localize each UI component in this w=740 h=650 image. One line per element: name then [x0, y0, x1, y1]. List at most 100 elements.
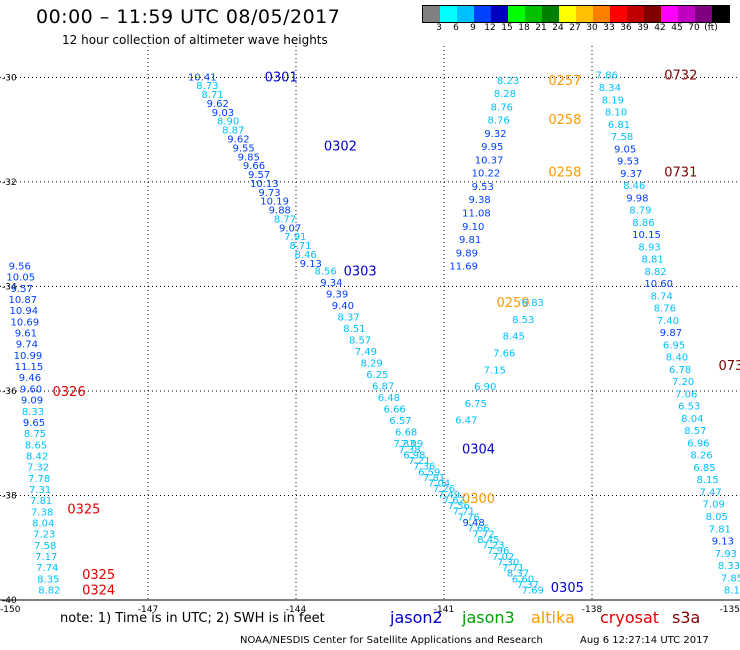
colorbar-label: 36 [620, 23, 632, 33]
wave-height-value: 8.45 [503, 332, 525, 343]
colorbar-swatch [474, 6, 491, 22]
wave-height-value: 8.82 [645, 267, 667, 278]
wave-height-value: 8.76 [654, 304, 676, 315]
wave-height-value: 9.53 [617, 157, 639, 168]
wave-height-value: 9.66 [243, 161, 265, 172]
wave-height-value: 9.09 [21, 396, 43, 407]
wave-height-value: 9.38 [468, 195, 490, 206]
wave-height-value: 10.87 [8, 295, 37, 306]
wave-height-value: 7.66 [493, 348, 515, 359]
colorbar-swatch [423, 6, 440, 22]
wave-height-value: 8.42 [26, 451, 48, 462]
wave-height-value: 8.33 [718, 561, 740, 572]
wave-height-value: 6.47 [455, 416, 477, 427]
wave-height-value: 8.90 [217, 117, 239, 128]
wave-height-value: 7.74 [36, 563, 58, 574]
wave-height-value: 11.15 [15, 362, 44, 373]
wave-height-value: 8.19 [602, 95, 624, 106]
wave-height-value: 7.62 [443, 495, 465, 506]
wave-height-value: 10.22 [472, 169, 501, 180]
wave-height-value: 9.37 [620, 169, 642, 180]
wave-height-value: 8.51 [343, 324, 365, 335]
colorbar-label: 21 [535, 23, 547, 33]
wave-height-value: 11.08 [462, 208, 491, 219]
wave-height-value: 9.88 [269, 206, 291, 217]
wave-height-value: 6.95 [663, 340, 685, 351]
wave-height-value: 8.40 [666, 353, 688, 364]
wave-height-value: 7.49 [438, 490, 460, 501]
wave-height-value: 10.19 [260, 197, 289, 208]
wave-height-value: 8.28 [494, 89, 516, 100]
satellite-legend-altika: altika [531, 608, 575, 627]
wave-height-value: 7.93 [715, 549, 737, 560]
wave-height-value: 7.96 [487, 546, 509, 557]
wave-height-value: 10.13 [250, 179, 279, 190]
wave-height-value: 9.81 [459, 235, 481, 246]
wave-height-value: 8.45 [477, 535, 499, 546]
colorbar-label: 6 [453, 23, 459, 33]
wave-height-value: 8.15 [696, 475, 718, 486]
wave-height-value: 6.98 [403, 450, 425, 461]
wave-height-value: 7.09 [401, 439, 423, 450]
wave-height-value: 8.29 [361, 359, 383, 370]
pass-time-label: 0258 [548, 113, 581, 128]
latitude-tick-label: -32 [2, 178, 17, 188]
wave-height-value: 6.96 [687, 438, 709, 449]
pass-time-label: 0300 [462, 492, 495, 507]
wave-height-value: 8.46 [623, 181, 645, 192]
colorbar-swatch [508, 6, 525, 22]
wave-height-value: 7.56 [448, 501, 470, 512]
wave-height-value: 9.32 [484, 129, 506, 140]
satellite-legend-s3a: s3a [672, 608, 701, 627]
colorbar-swatch [525, 6, 542, 22]
wave-height-value: 9.85 [238, 152, 260, 163]
satellite-legend-cryosat: cryosat [600, 608, 660, 627]
wave-height-value: 8.05 [706, 512, 728, 523]
wave-height-value: 7.04 [428, 479, 450, 490]
wave-height-value: 8.37 [337, 313, 359, 324]
wave-height-value: 8.93 [638, 242, 660, 253]
wave-height-value: 8.86 [632, 218, 654, 229]
wave-height-value: 9.62 [207, 99, 229, 110]
wave-height-value: 8.71 [289, 241, 311, 252]
wave-height-value: 9.98 [626, 193, 648, 204]
wave-height-value: 6.60 [512, 574, 534, 585]
wave-height-value: 8.46 [294, 250, 316, 261]
wave-height-value: 7.78 [28, 474, 50, 485]
wave-height-value: 9.34 [320, 278, 342, 289]
pass-time-label: 0302 [324, 139, 357, 154]
latitude-tick-label: -30 [2, 73, 17, 83]
latitude-tick-label: -38 [2, 491, 17, 501]
map-note: note: 1) Time is in UTC; 2) SWH is in fe… [60, 611, 325, 626]
colorbar-swatch [542, 6, 559, 22]
longitude-tick-label: -138 [582, 605, 603, 615]
colorbar-swatch [661, 6, 678, 22]
colorbar-swatch [695, 6, 712, 22]
wave-height-value: 7.69 [522, 586, 544, 597]
wave-height-value: 8.65 [25, 440, 47, 451]
wave-height-value: 6.90 [474, 382, 496, 393]
wave-height-value: 7.49 [355, 347, 377, 358]
satellite-legend-jason2: jason2 [390, 608, 443, 627]
colorbar-swatch [593, 6, 610, 22]
colorbar-swatch [559, 6, 576, 22]
wave-height-colorbar [422, 5, 730, 23]
wave-height-value: 11.69 [449, 262, 478, 273]
wave-height-value: 6.85 [693, 463, 715, 474]
colorbar-swatch [712, 6, 729, 22]
wave-height-value: 9.65 [23, 418, 45, 429]
wave-height-value: 8.10 [605, 108, 627, 119]
wave-height-value: 7.09 [703, 500, 725, 511]
wave-height-value: 7.47 [700, 487, 722, 498]
wave-height-value: 10.05 [6, 273, 35, 284]
wave-height-value: 6.75 [465, 399, 487, 410]
wave-height-value: 7.30 [497, 557, 519, 568]
pass-time-label: 0730 [719, 359, 740, 374]
pass-time-label: 0731 [664, 165, 697, 180]
pass-time-label: 0305 [551, 581, 584, 596]
pass-time-label: 0732 [664, 69, 697, 84]
wave-height-value: 9.62 [227, 135, 249, 146]
pass-time-label: 0325 [67, 503, 100, 518]
wave-height-value: 8.73 [196, 81, 218, 92]
wave-height-value: 8.04 [32, 519, 54, 530]
